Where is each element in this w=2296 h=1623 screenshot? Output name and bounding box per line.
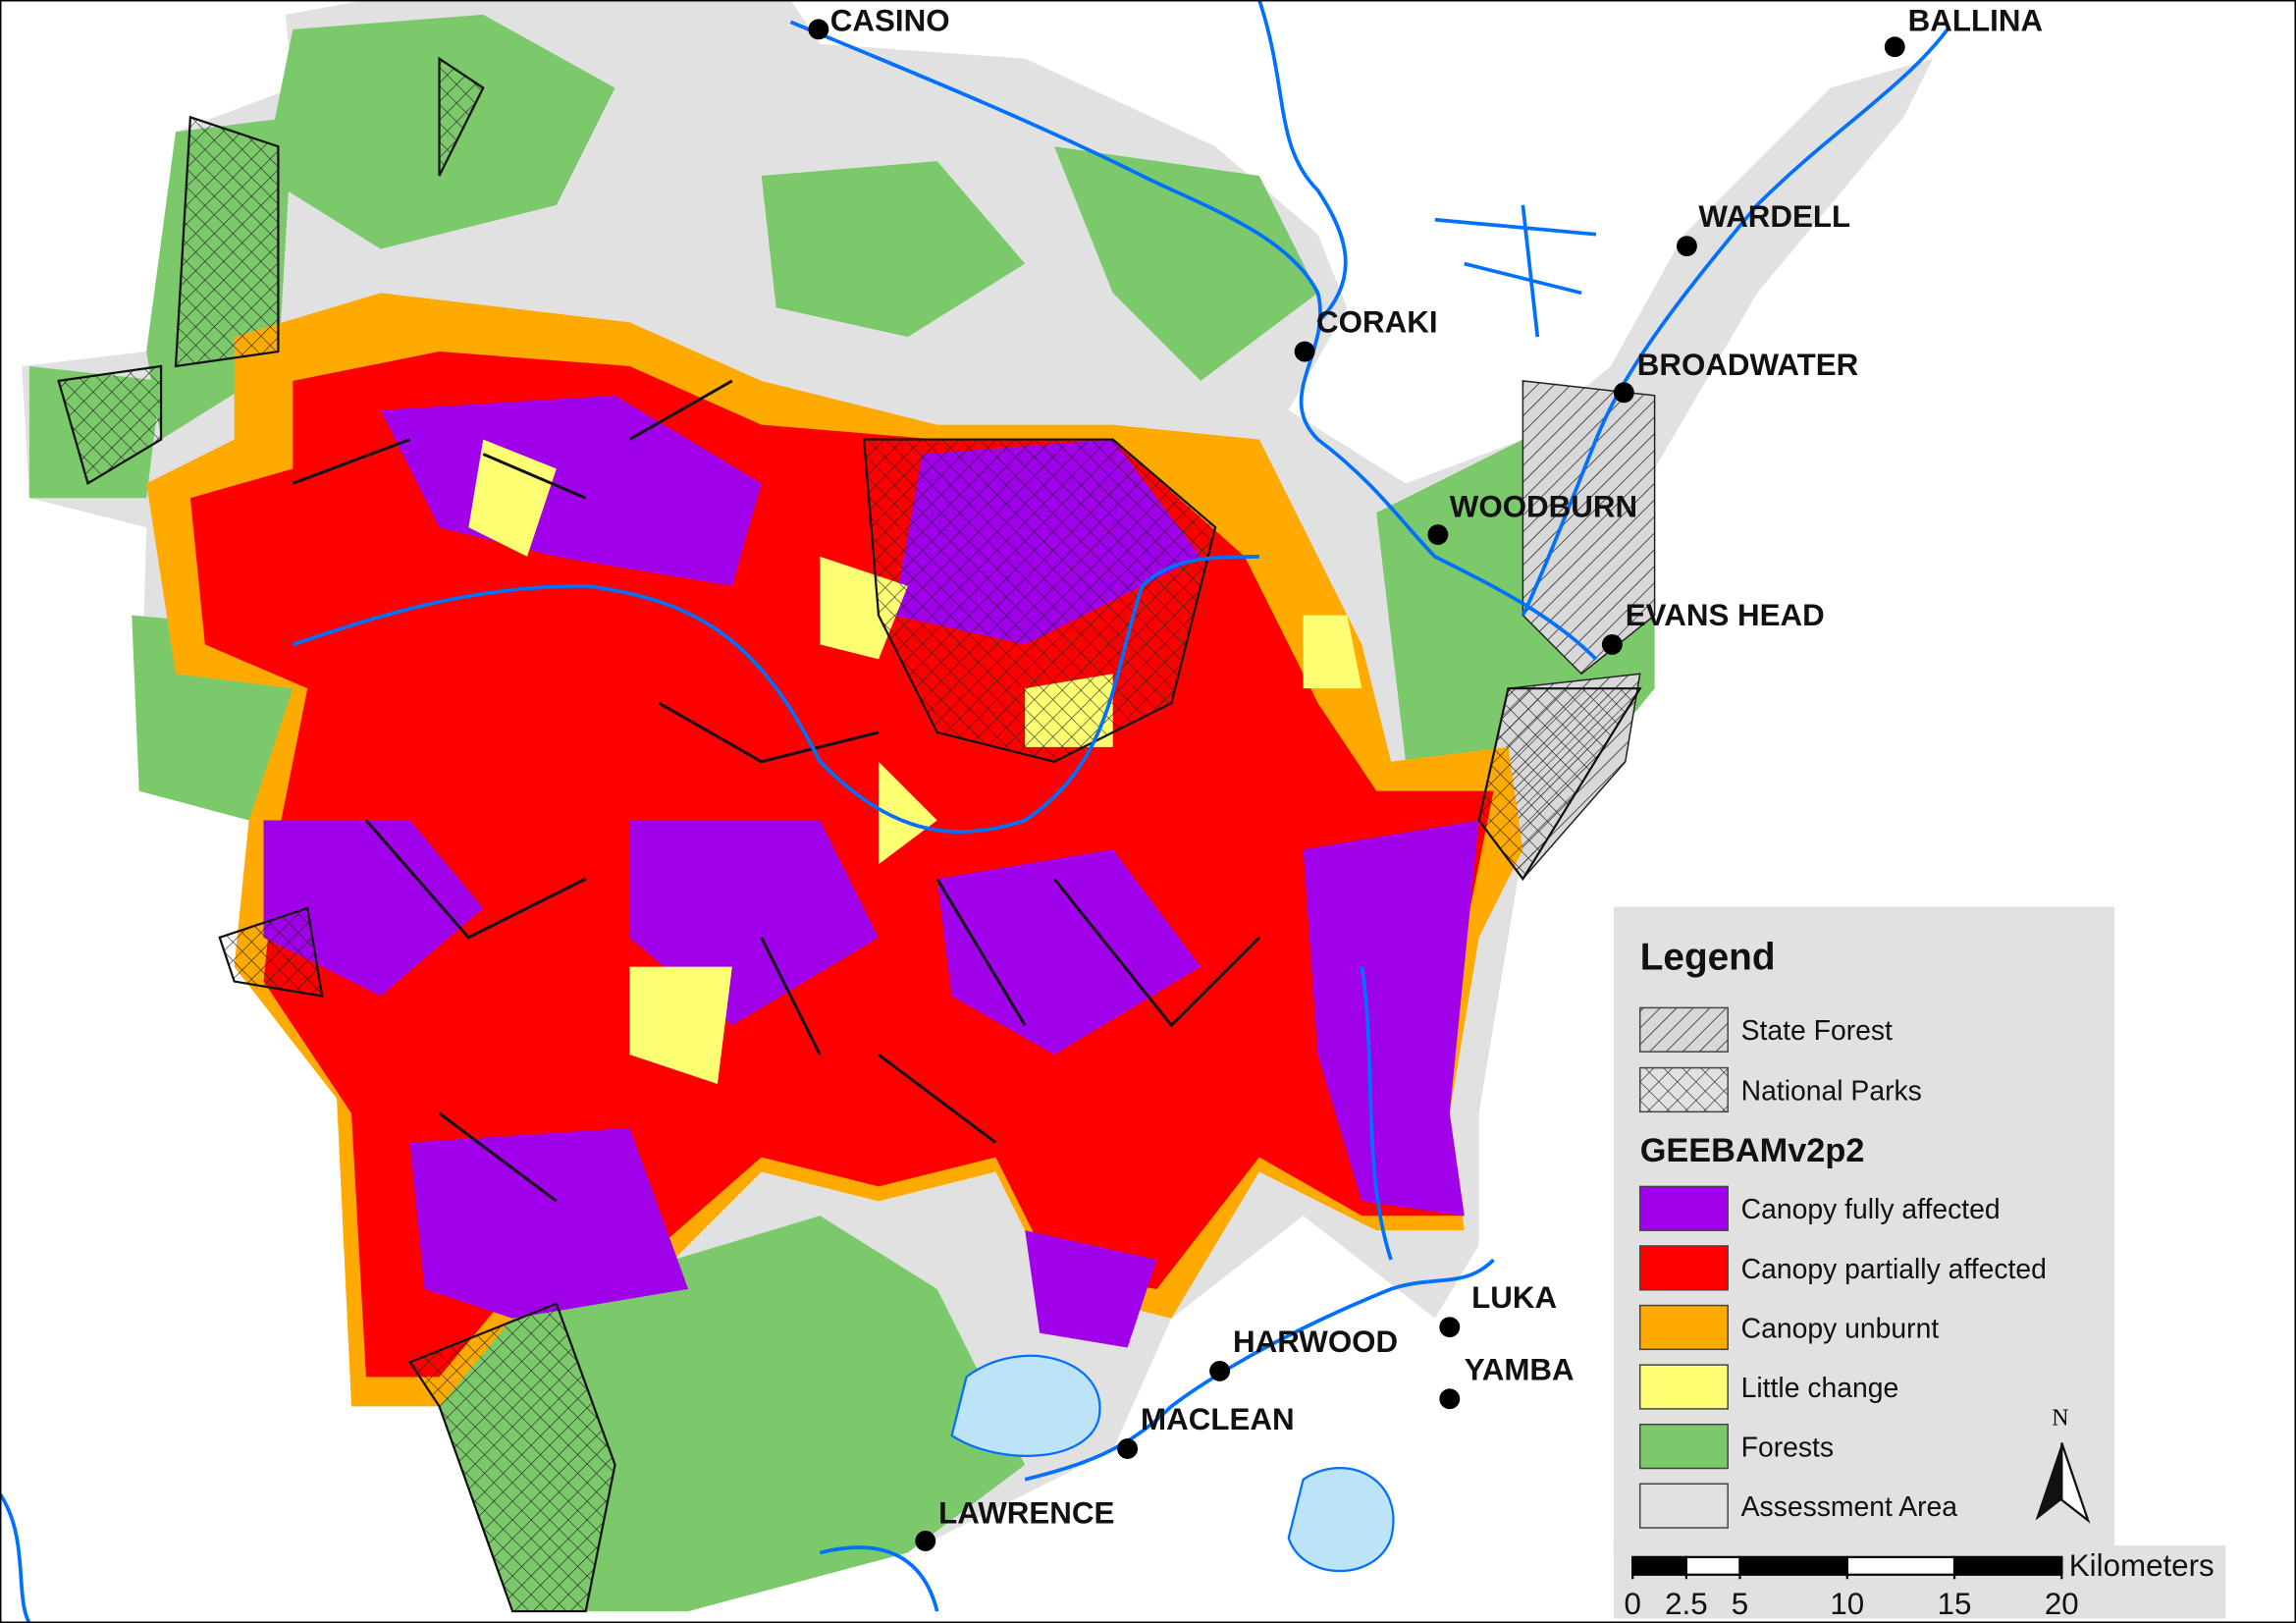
legend-swatch [1638,1364,1729,1410]
map-shape [1024,1258,1495,1482]
legend-swatch [1638,1304,1729,1351]
label: BROADWATER [1637,348,1859,382]
town-dot [1601,633,1623,655]
town-dot [1439,1317,1461,1338]
scale-bar-segment [1738,1555,1848,1576]
scale-tick-label: 20 [2045,1587,2079,1621]
town-dot [1427,524,1449,545]
map-shape [789,20,1598,661]
scale-tick-label: 10 [1830,1587,1864,1621]
town-labels: CASINO BALLINA WARDELL CORAKI BROADWATER… [808,3,2043,1551]
map-features [0,0,1949,1623]
town-dot [1294,341,1315,362]
label: WARDELL [1698,199,1850,234]
map-shape [1434,204,1597,338]
town-dot [1117,1438,1139,1459]
map-shape [57,56,1642,1613]
legend-swatch [1638,1423,1729,1470]
town-dot [1439,1388,1461,1410]
scale-tick-label: 0 [1625,1587,1641,1621]
label: N [2052,1406,2068,1432]
map-shape [292,555,1259,834]
scale-tick-label: 5 [1732,1587,1748,1621]
scale-bar-segment [1631,1555,1688,1576]
label: Kilometers [2069,1548,2215,1583]
town-dot [915,1531,936,1551]
town-dot [1884,36,1905,58]
legend-label: Canopy partially affected [1741,1254,2047,1285]
label: BALLINA [1908,3,2043,37]
legend-label: State Forest [1741,1015,1893,1047]
label: MACLEAN [1141,1402,1295,1436]
map-shape [2035,1442,2062,1521]
scale-bar-segment [1684,1555,1741,1576]
label: CORAKI [1316,305,1438,340]
label: EVANS HEAD [1626,598,1825,632]
legend-label: Forests [1741,1433,1834,1464]
town-dot [1209,1360,1231,1381]
label: Legend [1640,937,1776,979]
legend-swatch [1638,1245,1729,1291]
town-dot [1677,236,1697,257]
label: LAWRENCE [938,1496,1114,1531]
label: WOODBURN [1450,490,1637,524]
label: YAMBA [1465,1352,1575,1386]
map-shape [2060,1442,2091,1524]
town-dot [1613,382,1634,404]
map-shape [1257,0,1348,324]
label: LUKA [1471,1280,1557,1315]
map-shape [0,0,1949,1623]
legend-label: Canopy unburnt [1741,1313,1940,1344]
map-shape [950,1354,1395,1572]
label: CASINO [830,3,950,37]
legend-label: Canopy fully affected [1741,1194,2001,1225]
map-shape [0,966,1393,1623]
scale-bar-segment [1845,1555,1956,1576]
legend-label: Assessment Area [1741,1491,1958,1523]
legend-swatch [1638,1066,1729,1113]
map-shape [292,379,1260,1203]
scale-tick-label: 15 [1938,1587,1972,1621]
town-dot [808,19,829,40]
legend-label: National Parks [1741,1075,1922,1107]
legend: Legend GEEBAMv2p2 N Kilometers State For… [1613,906,2226,1621]
legend-swatch [1638,1185,1729,1231]
label: GEEBAMv2p2 [1640,1132,1865,1169]
scale-tick-label: 2.5 [1665,1587,1708,1621]
legend-swatch [1638,1483,1729,1529]
map-shape [1521,27,1949,617]
legend-swatch [1638,1006,1729,1053]
scale-bar-segment [1952,1555,2063,1576]
legend-label: Little change [1741,1373,1899,1404]
label: HARWOOD [1233,1325,1398,1359]
